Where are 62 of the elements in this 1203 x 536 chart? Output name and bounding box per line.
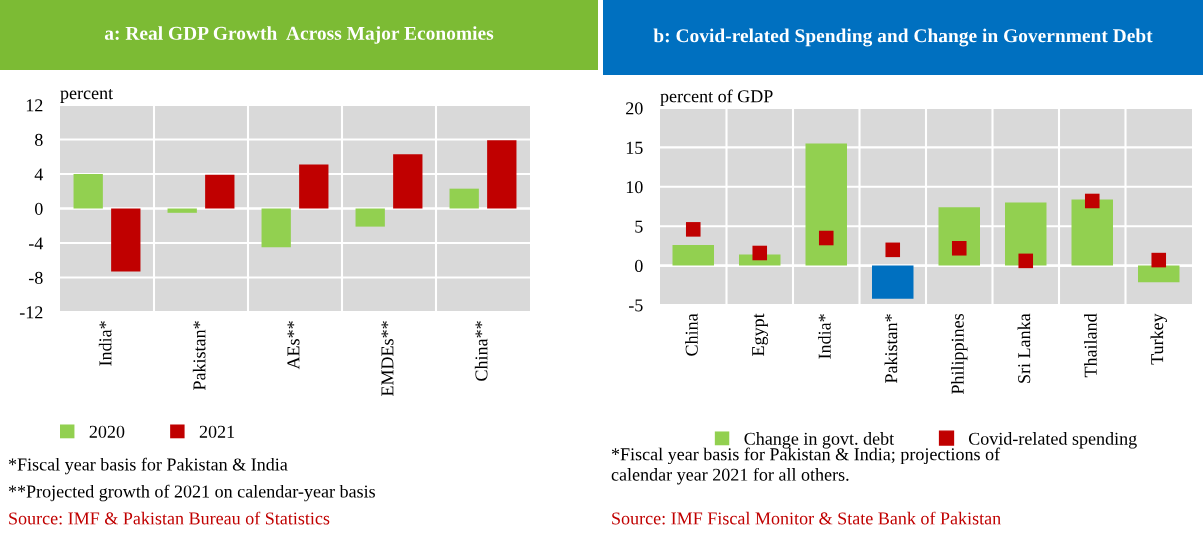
x-tick-label: EMDEs** <box>381 321 394 397</box>
x-tick-label: India* <box>818 314 831 359</box>
bar <box>261 208 291 248</box>
legend-label: 2020 <box>89 425 125 438</box>
bar <box>672 245 714 266</box>
y-axis-title: percent of GDP <box>660 89 773 107</box>
y-tick-label: 4 <box>34 168 44 181</box>
point <box>951 240 967 256</box>
y-tick-label: 0 <box>634 259 643 273</box>
x-tick-label: Sri Lanka <box>1017 313 1031 383</box>
x-tick-label: Pakistan* <box>884 314 898 384</box>
source-note: Source: IMF Fiscal Monitor & State Bank of Pakistan <box>612 511 1001 525</box>
x-tick-label: Pakistan* <box>192 321 206 391</box>
bar <box>393 154 423 209</box>
bar <box>167 208 197 213</box>
text: *Fiscal year basis for Pakistan & India; projections of calendar year 2021 for all others. <box>611 447 1001 485</box>
x-tick-label: China** <box>474 321 488 381</box>
y-tick-label: 8 <box>34 133 43 146</box>
bar <box>872 265 914 299</box>
y-tick-label: -4 <box>28 237 44 250</box>
bar <box>111 208 141 272</box>
y-tick-label: 10 <box>626 181 643 194</box>
y-tick-label: 0 <box>34 202 43 215</box>
text: *Fiscal year basis for Pakistan & India <box>8 457 288 475</box>
x-tick-label: Thailand <box>1084 313 1097 378</box>
point <box>685 222 701 237</box>
y-tick-label: -12 <box>19 306 43 319</box>
bar <box>805 143 847 266</box>
chart-title: a: Real GDP Growth Across Major Economies <box>104 26 494 44</box>
point <box>1151 252 1167 268</box>
chart-title: b: Covid-related Spending and Change in Government Debt <box>653 28 1153 47</box>
y-axis-title: percent <box>60 88 114 103</box>
text: **Projected growth of 2021 on calendar-year basis <box>8 484 375 502</box>
legend-label: 2021 <box>199 425 235 438</box>
source-note: Source: IMF & Pakistan Bureau of Statistics <box>9 511 330 525</box>
x-tick-label: Philippines <box>951 313 968 395</box>
bar <box>205 174 235 209</box>
bar <box>1071 199 1113 266</box>
x-tick-label: Turkey <box>1150 313 1167 365</box>
y-tick-label: 12 <box>26 99 43 112</box>
bar <box>73 174 103 209</box>
point <box>1084 193 1100 209</box>
x-tick-label: Egypt <box>752 313 768 356</box>
bar <box>355 208 385 227</box>
bar <box>299 164 329 209</box>
x-tick-label: AEs** <box>287 321 300 370</box>
point <box>752 245 768 261</box>
bar <box>449 188 479 209</box>
bar <box>938 207 980 266</box>
x-tick-label: India* <box>98 321 112 366</box>
x-tick-label: China <box>685 313 698 356</box>
bar <box>487 140 517 209</box>
point <box>885 242 901 258</box>
y-tick-label: -8 <box>28 271 43 284</box>
point <box>1018 253 1034 269</box>
y-tick-label: 20 <box>626 102 643 115</box>
bar <box>1005 202 1047 266</box>
y-tick-label: 15 <box>626 141 643 154</box>
y-tick-label: -5 <box>628 299 643 312</box>
bar <box>1138 265 1180 283</box>
point <box>818 230 834 246</box>
y-tick-label: 5 <box>635 220 643 233</box>
